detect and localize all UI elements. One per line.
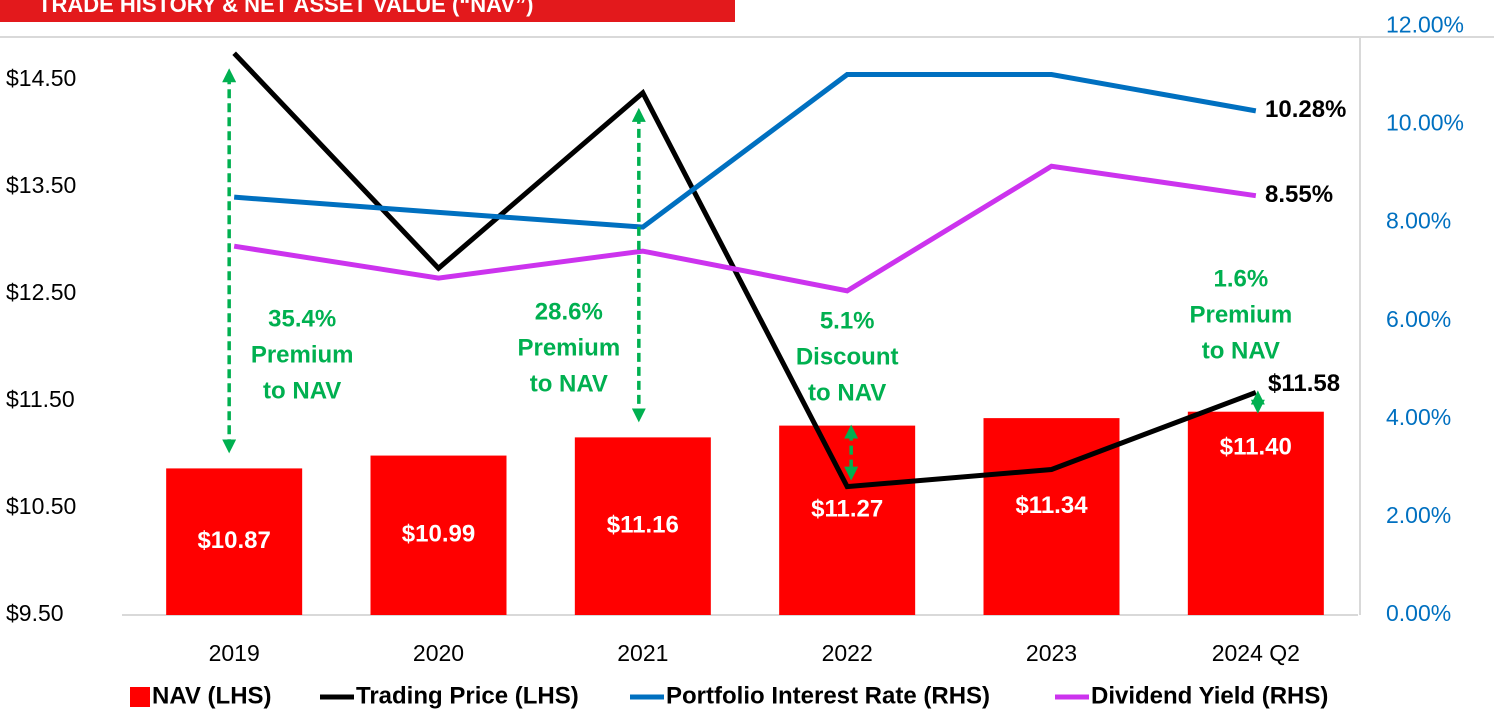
x-tick-label: 2019 bbox=[209, 640, 260, 666]
annotation-text: 28.6% bbox=[535, 298, 603, 325]
bar-value-label: $10.99 bbox=[402, 521, 475, 548]
bar-value-label: $11.27 bbox=[811, 496, 883, 523]
bar bbox=[574, 437, 711, 615]
y-tick-label: $11.50 bbox=[6, 386, 75, 412]
annotation-text: 5.1% bbox=[820, 307, 875, 334]
x-tick-label: 2022 bbox=[822, 640, 873, 666]
annotation-text: Premium bbox=[1189, 301, 1292, 328]
annotation-text: Premium bbox=[517, 334, 620, 361]
y2-tick-label: 8.00% bbox=[1386, 208, 1451, 234]
legend-label: Portfolio Interest Rate (RHS) bbox=[666, 682, 990, 709]
y-tick-label: $10.50 bbox=[6, 493, 76, 519]
bar bbox=[166, 468, 303, 615]
annotation-text: to NAV bbox=[808, 379, 886, 406]
y2-tick-label: 10.00% bbox=[1386, 110, 1464, 136]
bar-value-label: $11.40 bbox=[1220, 434, 1292, 461]
annotation-text: 1.6% bbox=[1213, 265, 1268, 292]
y2-tick-label: 6.00% bbox=[1386, 306, 1451, 332]
y-tick-label: $12.50 bbox=[6, 279, 76, 305]
x-tick-label: 2020 bbox=[413, 640, 464, 666]
bar-value-label: $11.16 bbox=[607, 512, 679, 539]
chart-title: TRADE HISTORY & NET ASSET VALUE (“NAV”) bbox=[38, 0, 533, 17]
bar bbox=[1187, 411, 1324, 615]
y2-tick-label: 4.00% bbox=[1386, 404, 1451, 430]
legend-swatch bbox=[130, 687, 150, 707]
y2-tick-label: 12.00% bbox=[1386, 12, 1464, 38]
bar-value-label: $10.87 bbox=[197, 527, 270, 554]
line-end-label: $11.58 bbox=[1268, 370, 1340, 397]
bar bbox=[370, 455, 507, 615]
x-tick-label: 2024 Q2 bbox=[1212, 640, 1300, 666]
annotation-text: to NAV bbox=[263, 377, 341, 404]
legend-label: NAV (LHS) bbox=[152, 682, 272, 709]
title-banner bbox=[0, 0, 735, 22]
bar-value-label: $11.34 bbox=[1015, 492, 1088, 519]
annotation-text: Premium bbox=[251, 341, 354, 368]
y-tick-label: $9.50 bbox=[6, 600, 64, 626]
line-series bbox=[232, 51, 1257, 490]
annotation-text: to NAV bbox=[1202, 337, 1280, 364]
line-series bbox=[233, 163, 1257, 294]
y-tick-label: $14.50 bbox=[6, 65, 76, 91]
x-tick-label: 2021 bbox=[617, 640, 668, 666]
legend-label: Dividend Yield (RHS) bbox=[1091, 682, 1328, 709]
line-series bbox=[233, 72, 1257, 230]
annotation-text: 35.4% bbox=[268, 305, 336, 332]
annotation-text: to NAV bbox=[530, 370, 608, 397]
y-tick-label: $13.50 bbox=[6, 172, 76, 198]
y2-tick-label: 0.00% bbox=[1386, 600, 1451, 626]
annotation-text: Discount bbox=[796, 343, 899, 370]
x-tick-label: 2023 bbox=[1026, 640, 1077, 666]
y2-tick-label: 2.00% bbox=[1386, 502, 1451, 528]
line-end-label: 8.55% bbox=[1265, 181, 1333, 208]
line-end-label: 10.28% bbox=[1265, 96, 1346, 123]
legend-label: Trading Price (LHS) bbox=[356, 682, 579, 709]
